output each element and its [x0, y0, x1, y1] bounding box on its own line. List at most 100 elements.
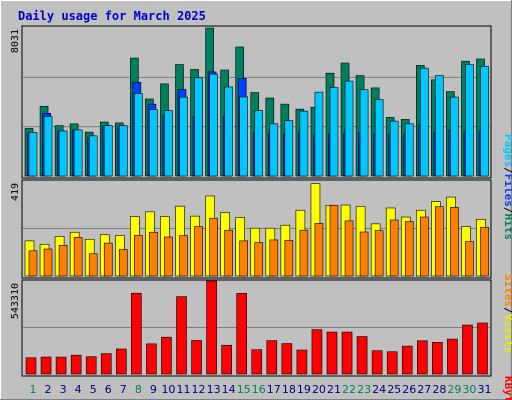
sites-bar: [58, 245, 68, 277]
pages-bar: [284, 120, 294, 177]
pages-bar: [374, 99, 384, 177]
sites-bar: [28, 250, 38, 277]
sites-bar: [269, 239, 279, 277]
pages-bar: [134, 93, 143, 177]
kbytes-bar: [100, 353, 112, 375]
day-label: 23: [357, 383, 371, 396]
kbytes-bar: [477, 322, 488, 375]
sites-bar: [134, 235, 143, 277]
pages-bar: [179, 96, 188, 177]
day-label: 20: [312, 383, 326, 396]
files-legend: Files: [502, 174, 512, 207]
pages-bar: [239, 96, 248, 177]
pages-bar: [450, 96, 459, 177]
sites-bar: [465, 241, 474, 277]
kbytes-bar: [176, 296, 187, 375]
kbytes-bar: [236, 293, 247, 375]
day-label: 4: [75, 383, 82, 396]
day-label: 6: [105, 383, 112, 396]
sites-bar: [404, 221, 414, 277]
pages-bar: [209, 73, 218, 177]
kbytes-bar: [326, 331, 338, 375]
sites-bar: [224, 229, 233, 277]
visits-panel-bars: [24, 183, 489, 277]
sites-legend: Sites: [502, 274, 512, 307]
kbytes-bar: [462, 324, 473, 375]
pages-bar: [269, 123, 279, 177]
pages-legend: Pages: [502, 134, 512, 167]
pages-bar: [314, 91, 324, 177]
kbytes-bar: [55, 356, 67, 375]
day-label: 10: [161, 383, 175, 396]
kbytes-legend: KBytes: [502, 376, 512, 400]
sites-bar: [88, 253, 98, 277]
day-label: 27: [417, 383, 431, 396]
kbytes-bar: [266, 340, 278, 375]
sites-bar: [344, 220, 354, 277]
panel2-right-label: Sites/Visits: [502, 274, 512, 354]
sites-bar: [149, 231, 158, 277]
kbytes-bar: [447, 338, 458, 375]
day-label: 22: [342, 383, 356, 396]
x-axis-day-labels: 1 2 3 4 5 6 7 8 9 10 11 12 13 14 15 16 17 18 19 20 21 22 23 24 2…: [30, 383, 492, 396]
kbytes-bar: [251, 349, 263, 375]
day-label: 18: [282, 383, 296, 396]
kbytes-bar: [25, 357, 37, 375]
kbytes-bar: [281, 343, 293, 375]
kbytes-bar: [85, 356, 97, 375]
pages-bar: [28, 132, 38, 177]
pages-bar: [329, 87, 339, 177]
day-label: 9: [150, 383, 157, 396]
sites-bar: [389, 219, 399, 277]
pages-bar: [149, 109, 158, 177]
day-label: 15: [237, 383, 251, 396]
sites-bar: [419, 216, 429, 277]
sites-bar: [284, 240, 294, 277]
kbytes-bar: [386, 351, 398, 375]
sites-bar: [480, 226, 489, 277]
day-label: 2: [45, 383, 52, 396]
sites-bar: [73, 237, 83, 277]
pages-bar: [119, 125, 128, 177]
hits-files-pages-panel: 8031: [10, 25, 492, 179]
sites-bar: [299, 229, 309, 277]
day-label: 26: [402, 383, 416, 396]
pages-bar: [194, 77, 203, 177]
day-label: 21: [327, 383, 341, 396]
day-label: 31: [478, 383, 492, 396]
pages-bar: [73, 129, 83, 177]
kbytes-bar: [221, 344, 232, 375]
visits-sites-panel: 419: [10, 179, 492, 279]
kbytes-y-max-label: 543310: [10, 283, 21, 319]
day-label: 7: [120, 383, 127, 396]
hits-legend: Hits: [502, 214, 512, 241]
pages-bar: [43, 116, 53, 177]
kbytes-bar: [341, 331, 353, 375]
pages-bar: [404, 123, 414, 177]
kbytes-bar: [311, 329, 323, 375]
pages-bar: [419, 67, 429, 177]
sites-bar: [179, 235, 188, 277]
kbytes-panel-bars: [25, 280, 488, 375]
pages-bar: [299, 110, 309, 177]
pages-bar: [344, 80, 354, 177]
day-label: 11: [177, 383, 191, 396]
pages-bar: [359, 89, 369, 177]
visits-legend: Visits: [502, 314, 512, 354]
pages-bar: [164, 110, 173, 177]
pages-bar: [254, 110, 264, 177]
kbytes-bar: [70, 354, 82, 375]
kbytes-bar: [191, 340, 202, 375]
sites-bar: [209, 217, 218, 277]
sites-bar: [119, 249, 128, 277]
kbytes-bar: [296, 349, 308, 375]
chart-title: Daily usage for March 2025: [18, 9, 206, 23]
kbytes-bar: [161, 336, 172, 375]
sites-bar: [450, 207, 459, 277]
hits-y-max-label: 8031: [10, 29, 21, 53]
day-label: 5: [90, 383, 97, 396]
kbytes-bar: [371, 350, 383, 375]
day-label: 17: [267, 383, 281, 396]
legend-separator: /: [502, 167, 512, 174]
